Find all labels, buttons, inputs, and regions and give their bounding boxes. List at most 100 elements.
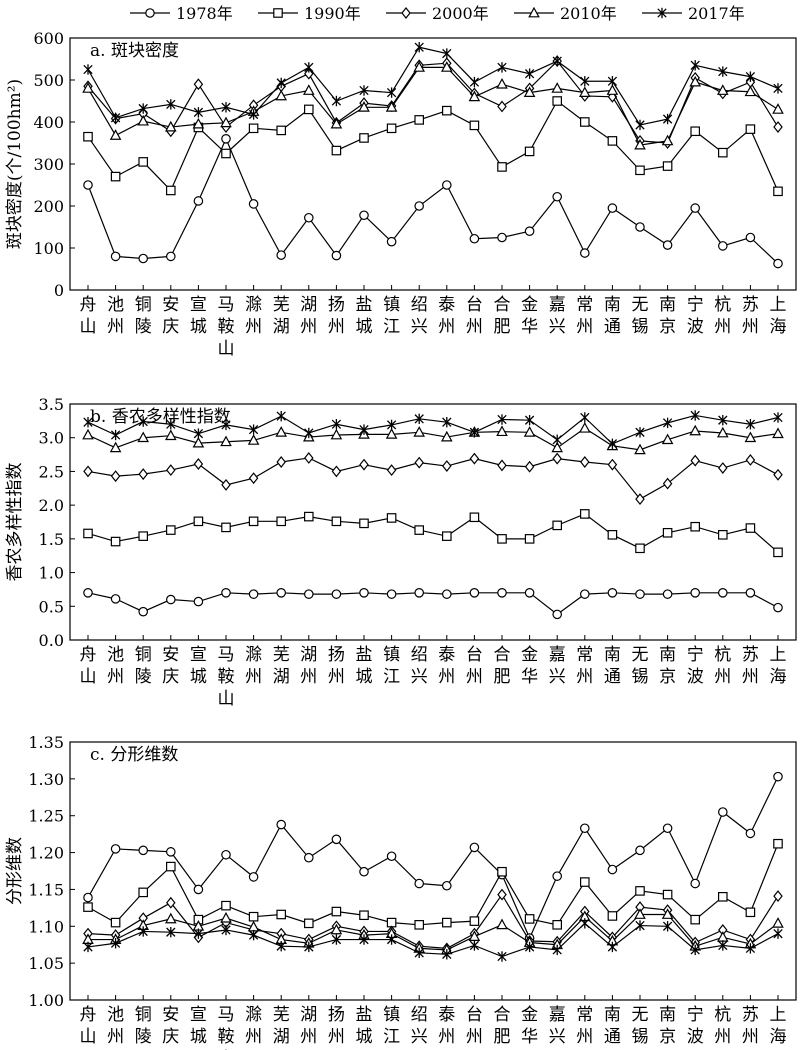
x-tick-char: 城 xyxy=(356,317,373,337)
x-tick-label: 苏州 xyxy=(742,295,759,337)
data-point xyxy=(276,77,286,89)
data-point xyxy=(221,102,231,113)
data-point xyxy=(386,851,397,862)
x-tick-label: 铜陵 xyxy=(135,295,152,337)
data-point xyxy=(690,126,700,137)
x-tick-char: 州 xyxy=(466,667,483,687)
data-point xyxy=(690,914,700,925)
data-point xyxy=(276,125,286,136)
data-point xyxy=(110,470,121,483)
x-tick-label: 镇江 xyxy=(383,1005,400,1047)
data-point xyxy=(717,241,728,251)
data-point xyxy=(524,534,535,544)
data-point xyxy=(193,196,204,206)
data-point xyxy=(580,456,590,468)
x-tick-char: 州 xyxy=(328,317,345,337)
series-5 xyxy=(83,410,783,449)
x-tick-char: 肥 xyxy=(494,667,511,687)
x-tick-char: 波 xyxy=(687,1027,704,1047)
x-tick-char: 华 xyxy=(521,1027,538,1047)
data-point xyxy=(690,521,700,532)
x-tick-label: 滁州 xyxy=(245,295,262,337)
data-point xyxy=(607,76,618,87)
data-point xyxy=(83,417,93,428)
data-point xyxy=(386,419,397,431)
x-tick-char: 滁 xyxy=(245,645,262,665)
data-point xyxy=(635,119,645,131)
data-point xyxy=(745,454,756,466)
data-point xyxy=(635,543,645,554)
data-point xyxy=(331,250,342,261)
data-point xyxy=(359,587,369,598)
x-tick-char: 盐 xyxy=(356,1005,373,1025)
data-point xyxy=(718,414,728,426)
data-point xyxy=(524,414,535,426)
series-line xyxy=(87,427,779,451)
x-tick-label: 宁波 xyxy=(687,1005,704,1047)
x-tick-char: 州 xyxy=(466,317,483,337)
x-tick-label: 南通 xyxy=(604,295,621,337)
data-point xyxy=(690,203,700,213)
x-tick-char: 镇 xyxy=(383,645,400,665)
data-point xyxy=(137,114,150,126)
series-line xyxy=(87,66,779,146)
legend-marker xyxy=(657,7,667,19)
series-line xyxy=(87,513,779,553)
data-point xyxy=(193,928,204,939)
x-tick-char: 州 xyxy=(714,1027,731,1047)
x-tick-label: 泰州 xyxy=(438,295,455,337)
data-point xyxy=(193,78,204,91)
x-tick-label: 绍兴 xyxy=(411,295,428,337)
data-point xyxy=(607,911,618,921)
data-point xyxy=(773,186,783,197)
data-point xyxy=(248,472,259,485)
data-point xyxy=(248,911,259,922)
x-tick-label: 绍兴 xyxy=(411,645,428,687)
series-line xyxy=(87,46,779,126)
data-point xyxy=(469,587,480,598)
x-tick-label: 盐城 xyxy=(356,295,373,337)
data-point xyxy=(359,934,369,945)
data-point xyxy=(110,429,121,441)
x-tick-label: 滁州 xyxy=(245,645,262,687)
data-point xyxy=(359,910,369,921)
x-tick-char: 铜 xyxy=(135,295,152,315)
data-point xyxy=(661,134,674,146)
x-tick-label: 池州 xyxy=(107,1005,124,1047)
data-point xyxy=(110,251,121,262)
x-tick-label: 安庆 xyxy=(162,1005,179,1047)
x-tick-char: 城 xyxy=(190,667,207,687)
data-point xyxy=(552,434,562,445)
data-point xyxy=(110,594,121,604)
data-point xyxy=(330,117,343,129)
x-tick-char: 山 xyxy=(80,1027,97,1047)
data-point xyxy=(635,165,645,176)
legend-label: 2000年 xyxy=(432,4,489,23)
x-tick-char: 陵 xyxy=(135,1027,152,1047)
data-point xyxy=(138,845,148,856)
data-point xyxy=(331,516,342,527)
data-point xyxy=(193,458,204,470)
data-point xyxy=(634,443,646,455)
data-point xyxy=(414,587,424,598)
data-point xyxy=(166,251,176,262)
x-tick-char: 州 xyxy=(245,667,262,687)
data-point xyxy=(221,134,231,144)
data-point xyxy=(469,916,480,926)
data-point xyxy=(635,222,645,232)
data-point xyxy=(717,147,728,158)
x-tick-label: 无锡 xyxy=(632,295,649,337)
x-tick-label: 安庆 xyxy=(162,645,179,687)
x-tick-label: 芜湖 xyxy=(273,295,290,337)
x-tick-char: 马 xyxy=(218,295,235,315)
series-2 xyxy=(83,509,783,558)
y-tick-label: 1.10 xyxy=(28,917,64,936)
data-point xyxy=(83,465,93,478)
data-point xyxy=(469,120,480,131)
data-point xyxy=(385,428,398,439)
x-tick-label: 扬州 xyxy=(328,1005,345,1047)
x-tick-label: 嘉兴 xyxy=(549,295,566,337)
series-1 xyxy=(83,771,783,943)
x-tick-char: 城 xyxy=(356,1027,373,1047)
